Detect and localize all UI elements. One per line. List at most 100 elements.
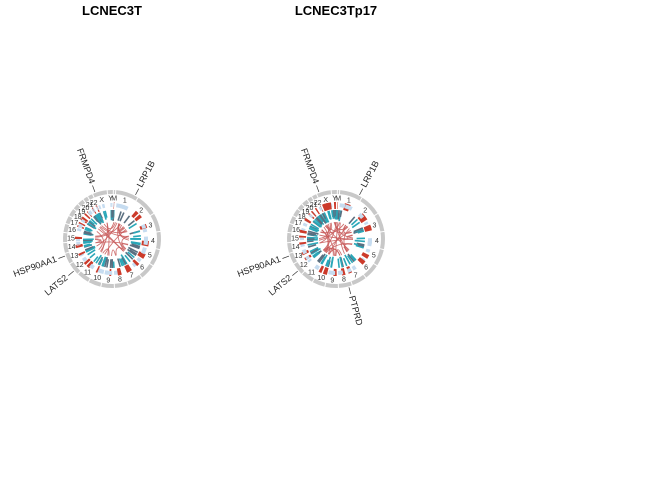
mutation-tick [331,210,335,219]
mutation-tick [321,212,327,220]
cnv-loss-segment [367,241,372,245]
chromosome-band [63,242,69,253]
chromosome-band [83,196,90,203]
mutation-tick [85,246,96,253]
chromosome-label: 22 [90,200,98,207]
chromosome-label: 5 [148,252,152,259]
cnv-gain-segment [299,229,307,234]
mutation-tick [308,227,318,233]
chromosome-band [115,190,138,201]
mutation-tick [106,259,110,268]
mutation-tick [129,249,138,255]
chromosome-label: 16 [68,227,76,234]
mutation-tick [310,248,319,254]
mutation-tick [127,219,135,227]
chromosome-label: 7 [354,273,358,280]
gene-callout-line [316,185,320,193]
cnv-gain-segment [131,210,139,219]
gene-label: HSP90AA1 [12,254,58,279]
chromosome-label: 2 [363,208,367,215]
chromosome-band [65,252,73,264]
cnv-loss-segment [101,203,106,209]
chromosome-label: 10 [93,275,101,282]
chromosome-band [88,278,102,287]
chromosome-label: 19 [302,209,310,216]
panel-title: LCNEC3T [82,3,142,18]
cnv-gain-segment [357,213,368,224]
cnv-loss-segment [87,211,92,216]
cnv-loss-segment [77,228,82,232]
chromosome-label: 4 [375,238,379,245]
chromosome-band [114,281,128,288]
cnv-gain-segment [299,235,307,238]
chromosome-label: 9 [106,277,110,284]
mutation-tick [307,233,315,237]
mutation-tick [131,241,141,246]
structural-variant-link [94,238,102,244]
structural-variant-link [318,222,341,241]
cnv-loss-segment [78,223,84,228]
cnv-loss-segment [116,203,125,210]
cnv-loss-segment [307,258,312,263]
structural-variant-link [343,246,349,252]
structural-variant-link [346,234,353,237]
cnv-gain-segment [304,217,312,224]
chromosome-band [373,249,384,266]
structural-variant-link [342,224,349,231]
chromosome-band [70,262,81,274]
cnv-loss-segment [305,255,311,261]
mutation-tick [342,257,348,267]
cnv-gain-segment [318,265,325,273]
mutation-tick [319,214,327,224]
cnv-loss-segment [91,208,95,213]
cnv-loss-segment [92,207,96,212]
mutation-tick [350,218,358,226]
cnv-gain-segment [314,207,320,215]
mutation-tick [96,213,101,221]
cnv-loss-segment [98,205,102,210]
mutation-tick [332,210,336,218]
mutation-tick [317,254,324,262]
cnv-gain-segment [126,264,132,272]
cnv-loss-segment [88,210,93,215]
chromosome-label: 15 [67,235,75,242]
cnv-loss-segment [331,270,336,275]
chromosome-label: 15 [291,235,299,242]
chromosome-band [73,204,81,211]
cnv-loss-segment [339,270,342,275]
mutation-tick [89,252,96,259]
cnv-loss-segment [82,257,88,262]
structural-variant-link [100,226,129,237]
chromosome-band [63,232,68,243]
mutation-tick [310,247,321,255]
chromosome-label: 8 [342,277,346,284]
structural-variant-link [335,222,339,257]
cnv-gain-segment [116,268,120,276]
cnv-gain-segment [361,252,370,259]
structural-variant-link [325,224,352,234]
cnv-gain-segment [86,260,94,269]
structural-variant-link [325,243,353,254]
chromosome-band [360,197,378,216]
cnv-loss-segment [346,267,352,273]
gene-label: HSP90AA1 [236,254,282,279]
chromosome-label: 11 [308,269,315,276]
gene-label: PTPRD [347,295,365,328]
cnv-gain-segment [81,216,89,223]
cnv-loss-segment [344,204,353,211]
structural-variant-link [95,241,129,245]
gene-label: FRMPD4 [299,147,321,185]
mutation-tick [339,210,343,218]
cnv-loss-segment [141,223,147,229]
chromosome-label: 21 [86,202,94,209]
cnv-gain-segment [132,259,140,267]
structural-variant-link [334,221,348,231]
mutation-tick [117,258,122,268]
cnv-loss-segment [106,270,109,275]
mutation-tick [97,212,105,224]
mutation-tick [350,253,357,261]
cnv-loss-segment [113,203,115,208]
cnv-loss-segment [328,270,332,275]
chromosome-label: 13 [71,253,79,260]
cnv-loss-segment [339,203,346,209]
